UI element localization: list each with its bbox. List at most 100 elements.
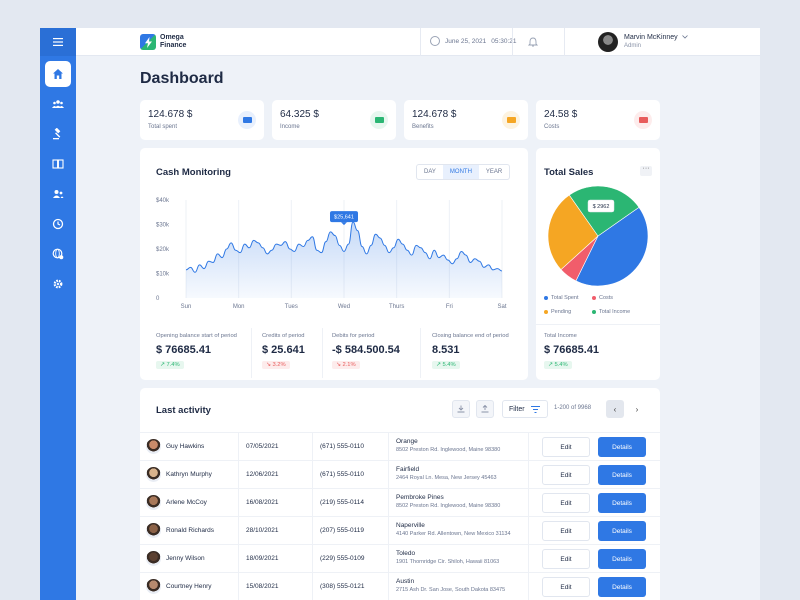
name-cell: Kathryn Murphy bbox=[166, 471, 212, 478]
sidebar-item-legal[interactable] bbox=[45, 121, 71, 147]
y-tick-label: $10k bbox=[156, 272, 170, 278]
summary-value: -$ 584.500.54 bbox=[332, 344, 400, 356]
users-icon bbox=[52, 100, 64, 108]
summary-label: Closing balance end of period bbox=[432, 333, 509, 339]
avatar bbox=[146, 439, 161, 454]
sidebar-item-history[interactable] bbox=[45, 211, 71, 237]
wallet-icon bbox=[370, 111, 388, 129]
details-button[interactable]: Details bbox=[598, 437, 646, 457]
summary-label: Total Income bbox=[544, 333, 577, 339]
cash-chart: $40k $30k $20k $10k 0 Sun Mon Tues Wed Thurs Fri Sa… bbox=[156, 198, 507, 310]
details-button[interactable]: Details bbox=[598, 465, 646, 485]
sidebar-item-users[interactable] bbox=[45, 91, 71, 117]
divider bbox=[312, 573, 313, 600]
pagination-range: 1-200 of 9968 bbox=[554, 405, 592, 411]
edit-button[interactable]: Edit bbox=[542, 493, 590, 513]
filter-label: Filter bbox=[509, 405, 525, 413]
sidebar-item-settings[interactable] bbox=[45, 271, 71, 297]
address-cell: 2715 Ash Dr. San Jose, South Dakota 8347… bbox=[396, 587, 506, 593]
tab-year[interactable]: YEAR bbox=[485, 169, 503, 175]
sidebar-item-contacts[interactable] bbox=[45, 181, 71, 207]
trend-badge: ↗ 5.4% bbox=[432, 361, 460, 369]
date-cell: 18/09/2021 bbox=[246, 555, 279, 562]
table-row: Guy Hawkins 07/05/2021 (671) 555-0110 Orang… bbox=[140, 432, 660, 461]
tab-day[interactable]: DAY bbox=[424, 169, 436, 175]
page-title: Dashboard bbox=[140, 70, 224, 87]
divider bbox=[312, 489, 313, 517]
more-options-icon[interactable]: ··· bbox=[640, 165, 652, 176]
trend-badge: ↘ 2.1% bbox=[332, 361, 360, 369]
address-cell: 2464 Royal Ln. Mesa, New Jersey 45463 bbox=[396, 475, 497, 481]
edit-button[interactable]: Edit bbox=[542, 577, 590, 597]
prev-page-button[interactable]: ‹ bbox=[606, 400, 624, 418]
city-cell: Orange bbox=[396, 438, 418, 445]
sidebar-item-book[interactable] bbox=[45, 151, 71, 177]
divider bbox=[388, 461, 389, 489]
address-cell: 8502 Preston Rd. Inglewood, Maine 98380 bbox=[396, 447, 501, 453]
edit-button[interactable]: Edit bbox=[542, 549, 590, 569]
divider bbox=[512, 28, 513, 56]
stat-value: 64.325 $ bbox=[280, 109, 319, 120]
details-button[interactable]: Details bbox=[598, 577, 646, 597]
divider bbox=[420, 328, 421, 378]
divider bbox=[312, 433, 313, 461]
download-icon[interactable] bbox=[452, 400, 470, 418]
summary-label: Opening balance start of period bbox=[156, 333, 237, 339]
tooltip-pointer bbox=[341, 222, 347, 226]
bell-icon[interactable] bbox=[528, 37, 538, 47]
series-line bbox=[185, 221, 503, 273]
divider bbox=[312, 517, 313, 545]
date-cell: 16/08/2021 bbox=[246, 499, 279, 506]
phone-cell: (207) 555-0119 bbox=[320, 527, 364, 534]
edit-button[interactable]: Edit bbox=[542, 465, 590, 485]
user-menu[interactable]: Marvin McKinney bbox=[624, 34, 688, 41]
edit-button[interactable]: Edit bbox=[542, 437, 590, 457]
x-tick-label: Wed bbox=[338, 304, 350, 310]
legend-item: Costs bbox=[592, 295, 613, 301]
divider bbox=[238, 573, 239, 600]
x-tick-label: Tues bbox=[285, 304, 298, 310]
edit-button[interactable]: Edit bbox=[542, 521, 590, 541]
upload-icon[interactable] bbox=[476, 400, 494, 418]
tooltip-box bbox=[330, 211, 358, 223]
city-cell: Fairfield bbox=[396, 466, 420, 473]
city-cell: Austin bbox=[396, 578, 415, 585]
x-tick-label: Sat bbox=[497, 304, 506, 310]
divider bbox=[322, 328, 323, 378]
datetime: June 25, 2021 05:30:21 bbox=[430, 36, 517, 46]
summary-label: Credits of period bbox=[262, 333, 305, 339]
cash-icon bbox=[634, 111, 652, 129]
coins-icon bbox=[502, 111, 520, 129]
avatar bbox=[146, 467, 161, 482]
divider bbox=[528, 489, 529, 517]
phone-cell: (219) 555-0114 bbox=[320, 499, 364, 506]
stat-card-income: 64.325 $ Income bbox=[272, 100, 396, 140]
stat-card-costs: 24.58 $ Costs bbox=[536, 100, 660, 140]
divider bbox=[528, 517, 529, 545]
phone-cell: (671) 555-0110 bbox=[320, 443, 364, 450]
sidebar bbox=[40, 28, 76, 600]
details-button[interactable]: Details bbox=[598, 549, 646, 569]
pie-badge-label: $ 2962 bbox=[593, 204, 610, 210]
sidebar-item-home[interactable] bbox=[45, 61, 71, 87]
city-cell: Naperville bbox=[396, 522, 425, 529]
phone-cell: (308) 555-0121 bbox=[320, 583, 365, 590]
tab-month[interactable]: MONTH bbox=[442, 165, 479, 179]
pie-badge bbox=[587, 199, 615, 213]
table-row: Jenny Wilson 18/09/2021 (229) 555-0109 Tole… bbox=[140, 544, 660, 573]
date-cell: 28/10/2021 bbox=[246, 527, 279, 534]
menu-icon[interactable] bbox=[40, 28, 76, 56]
phone-cell: (229) 555-0109 bbox=[320, 555, 365, 562]
sidebar-item-global[interactable] bbox=[45, 241, 71, 267]
user-name: Marvin McKinney bbox=[624, 34, 678, 41]
summary-value: 8.531 bbox=[432, 344, 460, 356]
next-page-button[interactable]: › bbox=[635, 404, 639, 414]
filter-button[interactable]: Filter bbox=[502, 400, 548, 418]
address-cell: 1901 Thornridge Cir. Shiloh, Hawaii 8106… bbox=[396, 559, 500, 565]
stat-value: 124.678 $ bbox=[148, 109, 193, 120]
details-button[interactable]: Details bbox=[598, 521, 646, 541]
app-window: Omega Finance June 25, 2021 05:30:21 Mar… bbox=[40, 28, 760, 600]
avatar[interactable] bbox=[598, 32, 618, 52]
period-toggle: DAY MONTH YEAR bbox=[416, 164, 511, 180]
details-button[interactable]: Details bbox=[598, 493, 646, 513]
